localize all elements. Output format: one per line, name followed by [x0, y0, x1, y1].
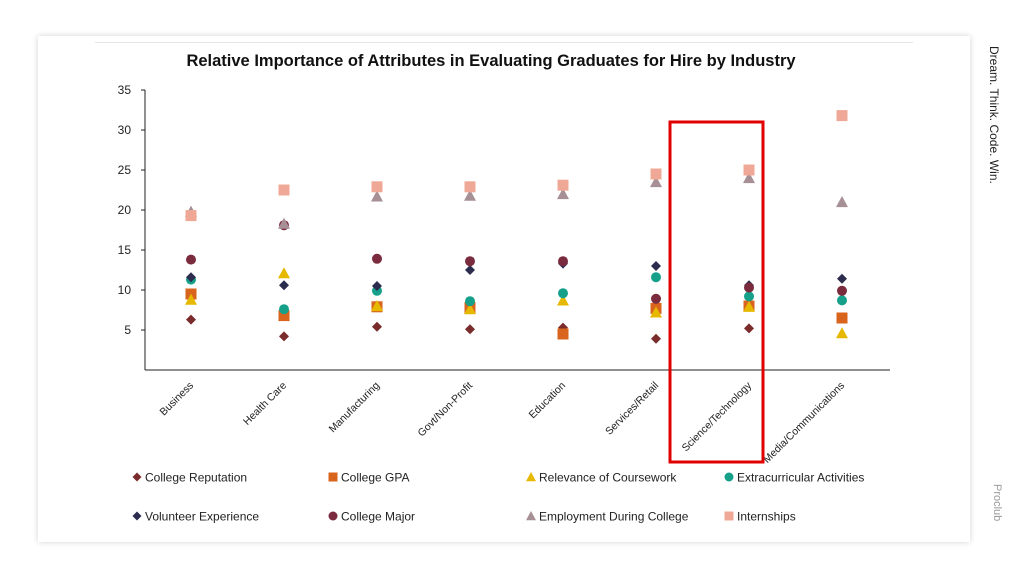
x-tick-label: Education — [527, 380, 569, 422]
legend-marker — [526, 472, 536, 482]
data-point-extracurricular-activities — [465, 296, 475, 307]
legend-label: Volunteer Experience — [145, 510, 259, 524]
data-point-internships — [836, 110, 848, 122]
data-point-college-major — [558, 256, 568, 267]
data-point-volunteer-experience — [186, 272, 196, 283]
data-point-volunteer-experience — [465, 265, 475, 275]
data-point-employment-during-college — [464, 189, 476, 201]
data-point-college-reputation — [465, 324, 475, 335]
side-label-2: Proclub — [991, 484, 1003, 522]
legend-label: College GPA — [341, 471, 409, 485]
data-point-internships — [557, 179, 569, 191]
data-point-relevance-of-coursework — [464, 303, 476, 315]
data-point-college-reputation — [372, 321, 382, 332]
legend-label: College Major — [341, 510, 415, 524]
data-point-volunteer-experience — [651, 261, 661, 271]
data-point-employment-during-college — [743, 172, 755, 184]
y-tick-label: 25 — [118, 163, 132, 177]
legend-label: Internships — [737, 510, 796, 524]
y-tick-label: 15 — [118, 243, 132, 257]
data-point-extracurricular-activities — [279, 304, 289, 315]
y-tick-label: 30 — [118, 123, 132, 137]
data-point-relevance-of-coursework — [371, 300, 383, 312]
data-point-employment-during-college — [557, 188, 569, 200]
y-tick-label: 20 — [118, 203, 132, 217]
data-point-college-major — [651, 293, 661, 304]
data-point-employment-during-college — [278, 217, 290, 229]
data-marks — [185, 110, 848, 344]
x-tick-label: Health Care — [241, 380, 289, 428]
y-tick-label: 10 — [118, 283, 132, 297]
x-tick-label: Science/Technology — [680, 379, 755, 454]
y-tick-label: 35 — [118, 83, 132, 97]
data-point-college-gpa — [836, 312, 848, 324]
data-point-extracurricular-activities — [558, 288, 568, 299]
data-point-college-major — [744, 282, 754, 293]
data-point-extracurricular-activities — [744, 291, 754, 302]
data-point-college-reputation — [279, 331, 289, 342]
axes: 5 10 15 20 25 30 35 Business Health Care Manufact… — [118, 83, 890, 466]
data-point-internships — [650, 168, 662, 180]
legend-label: Employment During College — [539, 510, 689, 524]
x-tick-label: Business — [158, 380, 197, 419]
data-point-employment-during-college — [836, 196, 848, 208]
legend-marker — [132, 511, 142, 521]
chart-title: Relative Importance of Attributes in Eva… — [186, 52, 796, 70]
legend-marker — [724, 472, 734, 482]
data-point-volunteer-experience — [837, 273, 847, 284]
data-point-employment-during-college — [371, 190, 383, 202]
data-point-relevance-of-coursework — [185, 293, 197, 305]
data-point-employment-during-college — [650, 176, 662, 188]
highlight-box — [668, 120, 765, 464]
data-point-college-major — [837, 285, 847, 296]
data-point-volunteer-experience — [372, 281, 382, 291]
data-point-internships — [464, 181, 476, 193]
data-point-volunteer-experience — [279, 280, 289, 291]
legend-marker — [724, 511, 734, 521]
data-point-relevance-of-coursework — [836, 327, 848, 339]
legend-marker — [526, 511, 536, 521]
data-point-extracurricular-activities — [837, 295, 847, 306]
legend: College Reputation College GPA Relevance o… — [132, 471, 864, 524]
x-tick-label: Govt/Non-Profit — [415, 380, 475, 440]
data-point-relevance-of-coursework — [278, 267, 290, 279]
data-point-college-major — [465, 256, 475, 267]
legend-label: Relevance of Coursework — [539, 471, 677, 485]
y-tick-label: 5 — [124, 323, 131, 337]
data-point-college-reputation — [744, 323, 754, 334]
data-point-college-major — [186, 254, 196, 265]
data-point-internships — [743, 164, 755, 176]
legend-marker — [132, 472, 142, 482]
data-point-college-reputation — [651, 333, 661, 344]
data-point-college-gpa — [278, 310, 290, 322]
data-point-internships — [185, 210, 197, 222]
x-tick-label: Manufacturing — [327, 380, 383, 436]
legend-label: College Reputation — [145, 471, 247, 485]
legend-label: Extracurricular Activities — [737, 471, 864, 485]
legend-marker — [328, 511, 338, 521]
x-tick-label: Media/Communications — [761, 380, 847, 466]
data-point-extracurricular-activities — [651, 272, 661, 283]
data-point-relevance-of-coursework — [650, 306, 662, 318]
data-point-relevance-of-coursework — [557, 294, 569, 306]
data-point-college-major — [372, 253, 382, 264]
data-point-college-reputation — [186, 314, 196, 325]
top-rule — [95, 42, 913, 43]
side-label: Dream. Think. Code. Win. — [987, 46, 1001, 184]
data-point-relevance-of-coursework — [743, 300, 755, 312]
data-point-internships — [278, 184, 290, 196]
x-tick-label: Services/Retail — [603, 380, 661, 438]
data-point-college-gpa — [557, 328, 569, 340]
data-point-internships — [371, 181, 383, 193]
legend-marker — [328, 472, 338, 482]
